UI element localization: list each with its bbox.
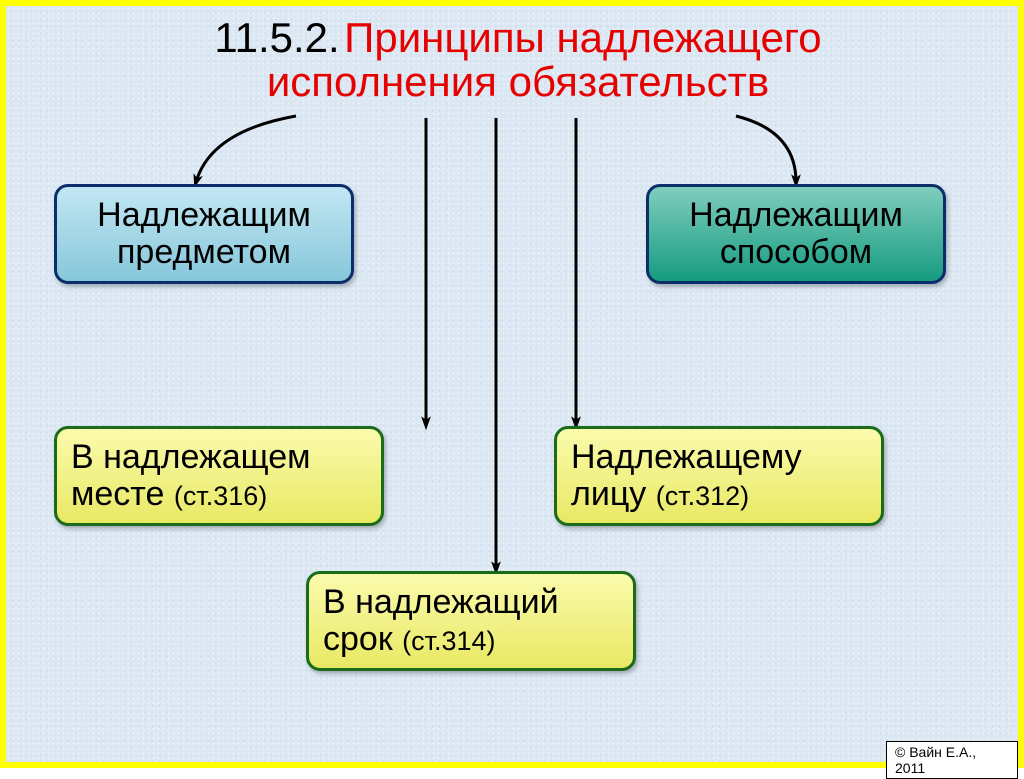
node-place-l1: В надлежащем	[71, 439, 311, 476]
node-method: Надлежащим способом	[646, 184, 946, 284]
slide: 11.5.2. Принципы надлежащего исполнения …	[0, 0, 1024, 768]
node-person: Надлежащему лицу (ст.312)	[554, 426, 884, 526]
title-line1: Принципы надлежащего	[344, 14, 821, 61]
node-person-l2: лицу	[571, 475, 656, 513]
node-place-l2: месте	[71, 475, 174, 513]
node-method-l1: Надлежащим	[689, 197, 903, 234]
node-place-ref: (ст.316)	[174, 481, 267, 511]
title-line2: исполнения обязательств	[267, 58, 769, 105]
title-number: 11.5.2.	[214, 14, 339, 61]
credit-text: © Вайн Е.А., 2011	[895, 744, 976, 776]
node-method-l2: способом	[720, 234, 872, 271]
node-subject-l2: предметом	[117, 234, 291, 271]
node-term-ref: (ст.314)	[402, 626, 495, 656]
node-subject-l1: Надлежащим	[97, 197, 311, 234]
credit: © Вайн Е.А., 2011	[886, 741, 1018, 779]
node-term-l1: В надлежащий	[323, 584, 559, 621]
slide-title: 11.5.2. Принципы надлежащего исполнения …	[6, 16, 1024, 104]
node-subject: Надлежащим предметом	[54, 184, 354, 284]
node-person-l1: Надлежащему	[571, 439, 802, 476]
node-term: В надлежащий срок (ст.314)	[306, 571, 636, 671]
node-place: В надлежащем месте (ст.316)	[54, 426, 384, 526]
node-term-l2: срок	[323, 620, 402, 658]
node-person-ref: (ст.312)	[656, 481, 749, 511]
